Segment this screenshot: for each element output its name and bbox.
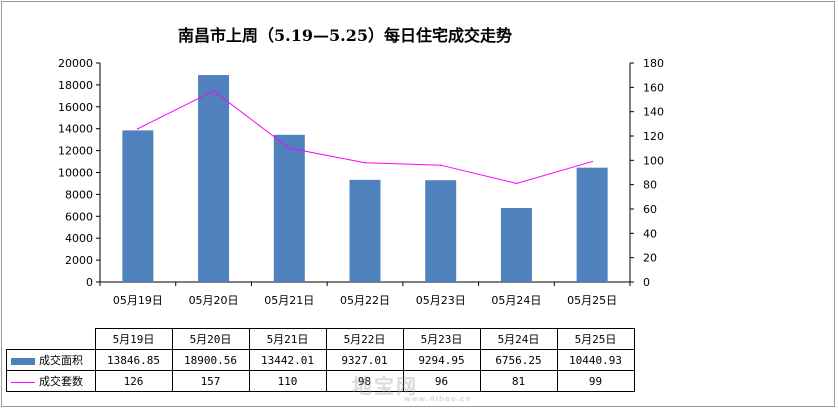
x-tick-label: 05月23日 [416,294,466,307]
table-col-header: 5月19日 [94,328,173,350]
table-header-row: 5月19日 5月20日 5月21日 5月22日 5月23日 5月24日 5月25… [6,328,635,350]
y2-tick-label: 140 [643,106,664,119]
line-point [288,147,291,149]
line-point [364,161,366,164]
y-tick-label: 4000 [65,232,93,245]
y-tick-label: 8000 [65,188,93,201]
table-col-header: 5月25日 [556,328,635,350]
table-cell: 9327.01 [325,349,404,371]
table-col-header: 5月21日 [248,328,327,350]
line-point [439,164,442,166]
bar-series-area [122,75,608,282]
table-cell: 6756.25 [479,349,558,371]
y2-tick-label: 40 [643,227,657,240]
table-cell: 10440.93 [556,349,635,371]
y2-tick-label: 0 [643,276,650,289]
x-axis-labels: 05月19日 05月20日 05月21日 05月22日 05月23日 05月24日 05月2… [113,294,617,307]
bar [576,167,608,282]
watermark-logo: 地宝网 www.dibao.cn [352,370,471,403]
table-cell: 110 [248,370,327,392]
y2-tick-label: 180 [643,57,664,70]
y2-tick-label: 20 [643,252,657,265]
table-cell: 98 [325,370,404,392]
row-header-count: 成交套数 [6,370,96,392]
x-tick-label: 05月24日 [491,294,541,307]
x-tick-label: 05月21日 [264,294,314,307]
bar [273,134,305,282]
table-cell: 81 [479,370,558,392]
y-tick-label: 0 [86,276,93,289]
table-row: 成交面积 13846.85 18900.56 13442.01 9327.01 … [6,349,635,371]
line-point [591,160,593,163]
y-tick-label: 12000 [58,145,93,158]
table-cell: 157 [171,370,250,392]
table-cell: 9294.95 [402,349,481,371]
y2-tick-label: 80 [643,179,657,192]
y-tick-label: 20000 [58,57,93,70]
combo-chart: 0 2000 4000 6000 8000 10000 12000 14000 16000 180… [58,57,664,307]
y2-tick-label: 60 [643,203,657,216]
table-col-header: 5月20日 [171,328,250,350]
table-row: 成交套数 126 157 110 98 96 81 99 [6,370,635,392]
watermark-text: 地宝网 [352,374,418,398]
y-tick-label: 14000 [58,123,93,136]
row-label: 成交套数 [39,375,83,388]
y-tick-label: 16000 [58,101,93,114]
bar [500,208,532,282]
x-tick-label: 05月25日 [567,294,617,307]
data-table: 5月19日 5月20日 5月21日 5月22日 5月23日 5月24日 5月25… [6,328,635,392]
line-point [515,182,518,185]
table-cell: 126 [94,370,173,392]
bar [122,130,154,282]
bar [425,180,457,282]
bar [198,75,230,282]
row-label: 成交面积 [39,354,83,367]
table-cell: 96 [402,370,481,392]
table-col-header: 5月22日 [325,328,404,350]
y-tick-label: 2000 [65,254,93,267]
y2-tick-label: 120 [643,130,664,143]
table-cell: 18900.56 [171,349,250,371]
x-tick-label: 05月20日 [189,294,239,307]
table-cell: 99 [556,370,635,392]
line-legend-key [11,381,35,383]
bar [349,179,381,282]
line-point [137,127,139,130]
watermark-url: www.dibao.cn [404,395,472,403]
chart-axes: 0 2000 4000 6000 8000 10000 12000 14000 16000 180… [58,57,664,289]
table-corner [6,328,96,350]
y-tick-label: 18000 [58,79,93,92]
table-cell: 13846.85 [94,349,173,371]
y2-tick-label: 160 [643,81,664,94]
x-tick-label: 05月22日 [340,294,390,307]
table-cell: 13442.01 [248,349,327,371]
table-col-header: 5月24日 [479,328,558,350]
y-tick-label: 6000 [65,210,93,223]
chart-title: 南昌市上周（5.19—5.25）每日住宅成交走势 [178,26,512,45]
y-tick-label: 10000 [58,167,93,180]
row-header-area: 成交面积 [6,349,96,371]
line-series-count [137,90,593,185]
x-tick-label: 05月19日 [113,294,163,307]
line-point [212,90,215,92]
y2-tick-label: 100 [643,154,664,167]
table-col-header: 5月23日 [402,328,481,350]
bar-legend-key [11,357,35,365]
